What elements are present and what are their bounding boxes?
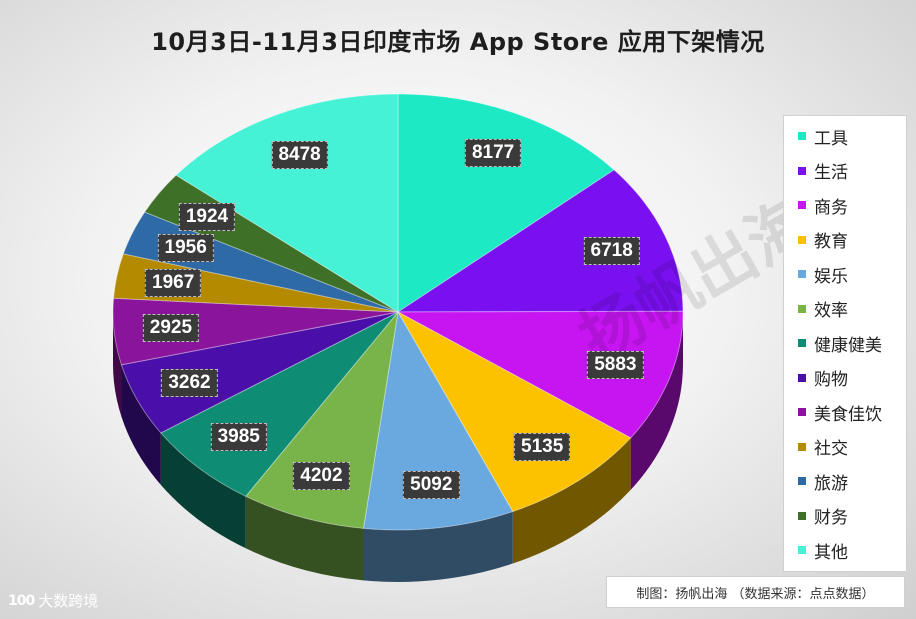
legend-label-7: 购物 <box>814 370 848 390</box>
legend-item-7: 购物 <box>798 366 848 390</box>
legend-item-5: 效率 <box>798 297 848 321</box>
legend-item-2: 商务 <box>798 193 848 218</box>
data-label-12: 8478 <box>271 140 328 169</box>
pie-side-3 <box>512 437 631 564</box>
data-label-0: 8177 <box>464 139 522 168</box>
pie-slice-1 <box>396 169 684 313</box>
pie-side-7 <box>121 364 161 485</box>
legend-label-2: 商务 <box>814 197 848 218</box>
data-label-2: 5883 <box>587 350 644 379</box>
legend-swatch-9 <box>798 442 806 451</box>
legend-swatch-1 <box>798 166 806 175</box>
pie-slice-2 <box>397 310 684 439</box>
legend-label-9: 社交 <box>814 439 848 459</box>
legend-label-8: 美食佳饮 <box>814 404 882 425</box>
legend-swatch-10 <box>798 477 806 485</box>
data-label-6: 3985 <box>210 422 267 451</box>
legend-label-5: 效率 <box>814 301 848 321</box>
data-label-10: 1956 <box>157 234 214 263</box>
pie-slice-0 <box>397 93 615 313</box>
chart-title: 10月3日-11月3日印度市场 App Store 应用下架情况 <box>151 28 765 56</box>
legend-swatch-8 <box>798 408 806 416</box>
legend-item-9: 社交 <box>798 435 848 459</box>
corner-logo: 100 大数跨境 <box>8 590 98 611</box>
legend-swatch-11 <box>798 511 806 520</box>
legend-item-0: 工具 <box>798 124 848 149</box>
data-label-1: 6718 <box>583 237 640 266</box>
legend-label-0: 工具 <box>814 128 848 149</box>
legend-swatch-5 <box>798 304 806 313</box>
data-label-7: 3262 <box>161 368 218 397</box>
data-label-5: 4202 <box>293 462 350 491</box>
pie-slice-7 <box>120 311 399 434</box>
legend-item-12: 其他 <box>798 538 848 563</box>
logo-text: 大数跨境 <box>38 592 99 610</box>
pie-slice-12 <box>175 93 399 313</box>
legend-swatch-4 <box>798 270 806 278</box>
legend-swatch-3 <box>798 235 806 244</box>
legend-item-8: 美食佳饮 <box>798 400 882 425</box>
legend-label-11: 财务 <box>814 508 848 528</box>
legend-item-4: 娱乐 <box>798 262 848 287</box>
legend-label-3: 教育 <box>814 232 848 252</box>
legend-label-10: 旅游 <box>814 473 848 494</box>
legend-swatch-0 <box>798 132 806 140</box>
data-label-11: 1924 <box>178 202 236 231</box>
source-note: 制图：扬帆出海 （数据来源：点点数据） <box>606 576 905 608</box>
legend-item-11: 财务 <box>798 504 848 528</box>
data-label-8: 2925 <box>142 313 200 342</box>
data-label-4: 5092 <box>403 470 460 499</box>
pie-slice-3 <box>396 310 632 513</box>
pie-side-2 <box>630 312 683 490</box>
logo-icon: 100 <box>8 592 35 609</box>
legend-label-1: 生活 <box>814 163 848 183</box>
legend-swatch-2 <box>798 201 806 209</box>
legend-swatch-6 <box>798 339 806 347</box>
legend-item-3: 教育 <box>798 228 848 252</box>
pie-side-6 <box>160 432 246 549</box>
legend-label-12: 其他 <box>814 542 848 563</box>
pie-side-8 <box>113 312 122 417</box>
pie-side-5 <box>245 496 364 581</box>
data-label-9: 1967 <box>145 269 202 298</box>
legend: 工具生活商务教育娱乐效率健康健美购物美食佳饮社交旅游财务其他 <box>783 115 907 572</box>
legend-item-6: 健康健美 <box>798 331 882 356</box>
pie-slice-4 <box>362 310 514 531</box>
legend-swatch-7 <box>798 373 806 382</box>
pie-slice-9 <box>113 253 399 313</box>
legend-swatch-12 <box>798 546 806 554</box>
data-label-3: 5135 <box>514 433 571 462</box>
legend-item-10: 旅游 <box>798 469 848 494</box>
legend-label-4: 娱乐 <box>814 266 848 287</box>
pie-side-4 <box>363 511 513 582</box>
pie-slice-5 <box>244 310 399 529</box>
legend-label-6: 健康健美 <box>814 335 882 356</box>
legend-item-1: 生活 <box>798 159 848 183</box>
